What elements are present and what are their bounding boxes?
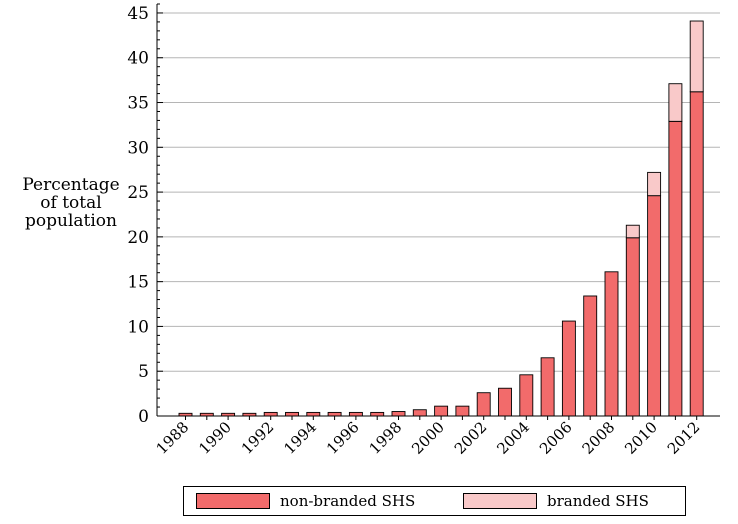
bar-non-branded-2010 <box>647 195 662 417</box>
bar-non-branded-2005 <box>540 357 555 417</box>
x-tick-label: 2012 <box>664 418 704 458</box>
y-axis-label-line: of total <box>40 193 102 213</box>
x-tick-label: 1990 <box>195 418 235 458</box>
x-tick-label: 1998 <box>366 418 406 458</box>
bar-branded-2009 <box>625 224 640 239</box>
bar-non-branded-1996 <box>348 411 363 417</box>
bar-non-branded-1993 <box>285 411 299 417</box>
y-tick-label: 30 <box>127 138 149 158</box>
bar-non-branded-2004 <box>519 374 534 417</box>
y-tick-label: 45 <box>127 4 149 24</box>
bar-non-branded-2003 <box>498 387 512 417</box>
legend-item-branded: branded SHS <box>463 487 649 515</box>
bar-non-branded-2000 <box>434 405 449 417</box>
bar-non-branded-2009 <box>625 237 640 417</box>
y-tick-label: 5 <box>138 362 149 382</box>
y-axis-label: Percentage of total population <box>0 176 142 230</box>
legend-label-non-branded: non-branded SHS <box>280 492 416 510</box>
y-tick-label: 0 <box>138 407 149 427</box>
y-axis-label-line: population <box>25 211 117 231</box>
y-axis-label-line: Percentage <box>22 175 120 195</box>
legend-label-branded: branded SHS <box>547 492 649 510</box>
x-tick-label: 2008 <box>579 418 619 458</box>
bar-non-branded-2001 <box>455 405 470 417</box>
bars <box>178 20 704 417</box>
x-tick-label: 2004 <box>493 418 533 458</box>
x-tick-label: 2006 <box>536 418 576 458</box>
x-tick-label: 1996 <box>323 418 363 458</box>
bar-non-branded-1997 <box>370 411 385 417</box>
legend: non-branded SHS branded SHS <box>183 486 686 516</box>
y-tick-labels: 0 5 10 15 20 25 30 35 40 45 <box>127 4 149 427</box>
bar-non-branded-2011 <box>668 120 683 417</box>
bar-non-branded-2006 <box>561 320 576 417</box>
x-tick-label: 1994 <box>280 418 320 458</box>
bar-branded-2012 <box>689 20 704 93</box>
x-tick-label: 1992 <box>238 418 278 458</box>
bar-branded-2011 <box>668 83 683 122</box>
x-tick-label: 2000 <box>408 418 448 458</box>
bar-branded-2010 <box>647 171 662 197</box>
axes <box>156 3 720 420</box>
bar-non-branded-1992 <box>263 411 278 417</box>
bar-non-branded-1998 <box>391 411 406 417</box>
x-tick-labels: 1988 1990 1992 1994 1996 1998 2000 2002 2004 2006… <box>153 418 704 458</box>
legend-swatch-branded <box>463 493 537 509</box>
bar-non-branded-1995 <box>327 411 342 417</box>
gridlines <box>157 12 720 372</box>
y-tick-label: 25 <box>127 183 149 203</box>
y-tick-label: 40 <box>127 49 149 69</box>
bar-non-branded-1994 <box>306 411 321 417</box>
y-tick-label: 10 <box>127 317 149 337</box>
bar-non-branded-2012 <box>689 91 704 417</box>
y-tick-label: 20 <box>127 228 149 248</box>
x-tick-label: 2010 <box>621 418 661 458</box>
x-tick-label: 1988 <box>153 418 193 458</box>
legend-item-non-branded: non-branded SHS <box>196 487 415 515</box>
bar-non-branded-2008 <box>604 271 619 417</box>
bar-non-branded-2007 <box>583 295 598 417</box>
bar-non-branded-1999 <box>412 409 427 417</box>
y-tick-label: 35 <box>127 94 149 114</box>
y-tick-label: 15 <box>127 273 149 293</box>
bar-non-branded-2002 <box>476 392 491 417</box>
x-tick-label: 2002 <box>451 418 491 458</box>
legend-swatch-non-branded <box>196 493 270 509</box>
